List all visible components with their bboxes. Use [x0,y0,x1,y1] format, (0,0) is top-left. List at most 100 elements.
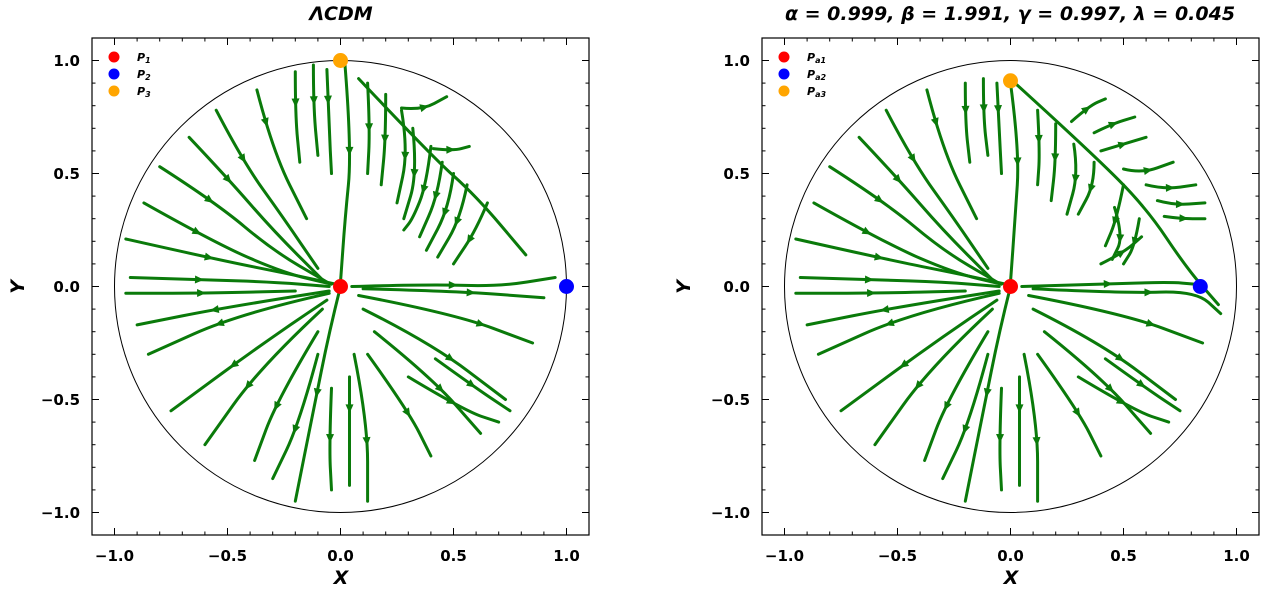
y-tick-label: −0.5 [41,391,80,409]
streamline [884,108,990,270]
flow-arrow [446,145,456,154]
streamline [812,201,1003,286]
streamline [798,276,1001,288]
legend-marker [108,68,120,80]
streamline [1031,307,1177,401]
flow-arrow [1015,404,1024,414]
streamline [361,307,507,401]
streamlines [794,77,1223,503]
flow-arrow [1032,436,1041,447]
flow-arrow [864,275,874,284]
flow-arrow [907,153,916,163]
x-tick-label: −1.0 [95,547,134,565]
critical-point-p3 [333,53,348,68]
streamline [873,307,994,447]
flow-arrow [1136,379,1146,388]
streamline [293,285,342,503]
flow-arrow [1034,134,1043,144]
y-tick-label: −1.0 [41,504,80,522]
flow-arrow [204,194,214,203]
critical-points [333,53,574,294]
flow-arrow [874,252,884,261]
legend-label: Pa2 [807,68,826,82]
flow-arrow [326,434,335,444]
flow-arrow [1051,153,1060,163]
streamline [406,375,501,424]
flow-arrow [892,173,902,184]
flow-arrow [1071,174,1080,184]
x-tick-label: 0.5 [440,547,467,565]
flow-arrow [475,319,486,327]
flow-arrow [401,151,410,161]
flow-arrow [445,396,456,405]
x-tick-label: −0.5 [208,547,247,565]
streamline [816,291,1001,356]
streamline [253,330,320,462]
flow-arrow [1114,353,1125,362]
legend-marker [108,85,120,97]
critical-points [1003,73,1208,294]
streamline [1022,352,1040,503]
flow-arrow [1088,183,1096,194]
chart-panel-parametrized: α = 0.999, β = 1.991, γ = 0.997, λ = 0.0… [673,3,1260,589]
y-tick-label: −1.0 [711,504,750,522]
flow-arrow [229,359,240,368]
streamline [1049,122,1058,203]
flow-arrow [944,400,952,411]
flow-arrow [961,105,970,115]
streamline [361,287,546,300]
y-tick-label: 0.5 [723,165,750,183]
chart-title: α = 0.999, β = 1.991, γ = 0.997, λ = 0.0… [785,3,1235,25]
x-tick-label: −0.5 [878,547,917,565]
y-axis-label: Y [673,278,695,294]
streamline [1155,199,1207,206]
chart-title: ΛCDM [307,3,372,25]
y-tick-labels: 1.0 0.5 0.0 −0.5 −1.0 [711,52,750,522]
flow-arrow [194,275,204,284]
chart-panel-lcdm: ΛCDM −1.0 −0.5 0.0 0.5 1.0 1.0 0.5 0.0 −… [7,3,590,589]
streamline [203,307,324,447]
flow-arrow [1116,234,1125,244]
legend-label: Pa1 [807,51,826,65]
flow-arrow [979,104,988,114]
streamline [1036,108,1041,187]
critical-point-pa2 [1192,279,1208,294]
flow-arrow [209,305,220,314]
streamline [1020,281,1198,288]
streamline [424,172,455,252]
flow-arrow [1115,249,1126,259]
streamline [1042,330,1153,435]
flow-arrow [345,146,354,156]
streamline [1013,81,1220,307]
flow-arrow [454,216,462,227]
streamline [1122,160,1175,173]
flow-arrow [204,252,214,261]
y-tick-label: 0.0 [723,278,750,296]
streamline [325,68,333,175]
flow-arrow [274,400,282,411]
x-axis-label: X [333,567,350,589]
flow-arrow [292,424,301,435]
streamline [124,289,297,295]
streamline [1076,375,1171,424]
legend-marker [778,68,790,80]
flow-arrow [1165,183,1175,192]
streamline [805,289,1001,327]
streamlines [124,63,557,503]
flow-arrow [197,289,207,298]
streamline [271,352,320,481]
axis-ticks [92,38,589,535]
streamline [1144,183,1198,190]
y-axis-label: Y [7,278,29,294]
flow-arrow [345,404,354,414]
streamline [1065,142,1078,216]
flow-arrow [1103,280,1113,289]
x-axis-label: X [1003,567,1020,589]
flow-arrow [879,305,890,314]
streamline [857,135,994,282]
unit-circle-boundary [784,60,1237,513]
flow-arrow [410,168,419,179]
flow-arrow [365,123,374,133]
streamline [828,165,999,284]
flow-arrow [874,194,884,203]
